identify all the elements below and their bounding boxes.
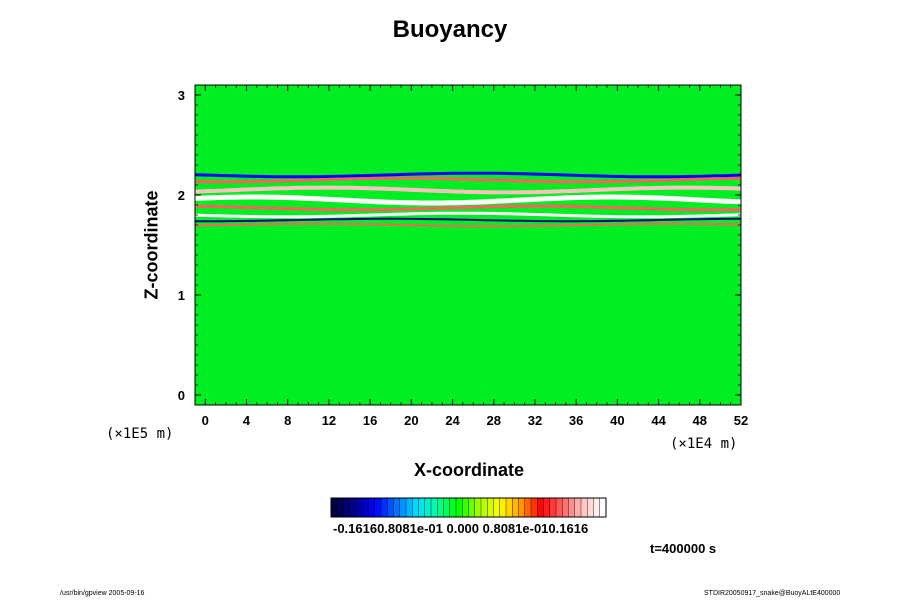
colorbar-cell [524,497,532,518]
colorbar-cell [362,497,370,518]
colorbar-cell [455,497,463,518]
y-tick-label: 1 [178,288,185,303]
colorbar-cell [593,497,601,518]
colorbar-cell [374,497,382,518]
y-ticks: 0 1 2 3 [178,88,741,403]
x-tick-label: 36 [569,413,583,428]
colorbar-cell [418,497,426,518]
colorbar-cell [405,497,413,518]
colorbar-cell [337,497,345,518]
x-tick-label: 28 [487,413,501,428]
y-tick-label: 2 [178,188,185,203]
colorbar-cell [380,497,388,518]
plot-area [195,85,741,405]
colorbar-cell [555,497,563,518]
colorbar-cell [462,497,470,518]
x-tick-label: 16 [363,413,377,428]
colorbar-labels: -0.16160.8081e-01 0.000 0.8081e-010.1616 [333,521,589,536]
buoyancy-band [195,171,741,179]
y-axis-label: Z-coordinate [141,190,162,300]
x-tick-label: 8 [284,413,291,428]
x-tick-label: 0 [202,413,209,428]
colorbar-cell [468,497,476,518]
colorbar-cell [349,497,357,518]
time-label: t=400000 s [650,541,717,556]
buoyancy-band [195,176,741,184]
colorbar-cell [568,497,576,518]
x-tick-label: 32 [528,413,542,428]
colorbar-cell [368,497,376,518]
x-tick-label: 4 [243,413,251,428]
chart-title: Buoyancy [392,16,508,43]
colorbar-cell [599,497,607,518]
buoyancy-bands [195,171,741,228]
colorbar-cell [537,497,545,518]
colorbar-cell [474,497,482,518]
footer-right: STDIR20050917_snake@BuoyALtE400000 [704,590,841,597]
colorbar-cell [443,497,451,518]
y-tick-label: 3 [178,88,185,103]
colorbar-cell [480,497,488,518]
colorbar-cell [587,497,595,518]
colorbar-frame [330,497,607,518]
colorbar-cell [424,497,432,518]
x-tick-label: 24 [445,413,460,428]
buoyancy-band [195,185,741,195]
colorbar-cell [343,497,351,518]
x-tick-label: 48 [693,413,707,428]
colorbar-cell [412,497,420,518]
colorbar-cell [437,497,445,518]
x-tick-label: 52 [734,413,748,428]
colorbar-cell [355,497,363,518]
x-tick-label: 12 [322,413,336,428]
x-tick-label: 44 [651,413,666,428]
colorbar-cell [543,497,551,518]
x-ticks: 0 4 8 12 16 20 24 28 32 36 40 44 48 52 [202,85,748,428]
colorbar-cell [580,497,588,518]
colorbar-cell [493,497,501,518]
colorbar-cell [499,497,507,518]
y-axis-unit: (×1E5 m) [106,426,174,442]
buoyancy-band [195,222,741,228]
footer-left: /usr/bin/gpview 2005-09-16 [60,590,145,597]
colorbar-cell [562,497,570,518]
colorbar-cell [549,497,557,518]
colorbar-cell [449,497,457,518]
buoyancy-band [195,211,741,219]
colorbar-cell [487,497,495,518]
colorbar-cell [518,497,526,518]
colorbar-cell [430,497,438,518]
colorbar-cell [330,497,338,518]
colorbar-cell [387,497,395,518]
x-axis-label: X-coordinate [413,460,524,480]
x-axis-unit: (×1E4 m) [670,436,738,452]
buoyancy-band [195,204,741,212]
x-tick-label: 20 [404,413,418,428]
plot-background [195,85,741,405]
buoyancy-band [195,217,741,223]
colorbar-cell [393,497,401,518]
x-tick-label: 40 [610,413,624,428]
y-tick-label: 0 [178,388,185,403]
colorbar-cell [512,497,520,518]
buoyancy-band [195,194,741,206]
colorbar-cell [530,497,538,518]
colorbar [330,497,607,518]
colorbar-cell [505,497,513,518]
colorbar-cell [574,497,582,518]
colorbar-cell [399,497,407,518]
